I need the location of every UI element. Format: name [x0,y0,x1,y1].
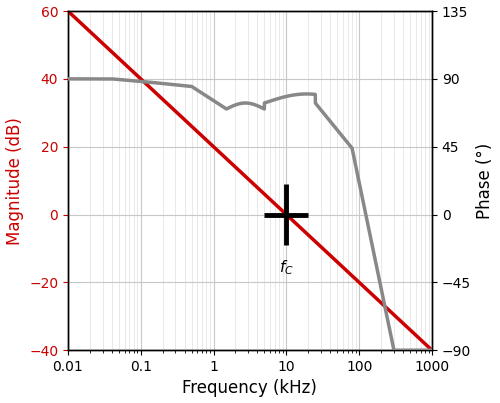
X-axis label: Frequency (kHz): Frequency (kHz) [182,380,318,397]
Y-axis label: Magnitude (dB): Magnitude (dB) [6,117,24,245]
Text: $f_C$: $f_C$ [279,259,293,277]
Y-axis label: Phase (°): Phase (°) [476,143,494,219]
